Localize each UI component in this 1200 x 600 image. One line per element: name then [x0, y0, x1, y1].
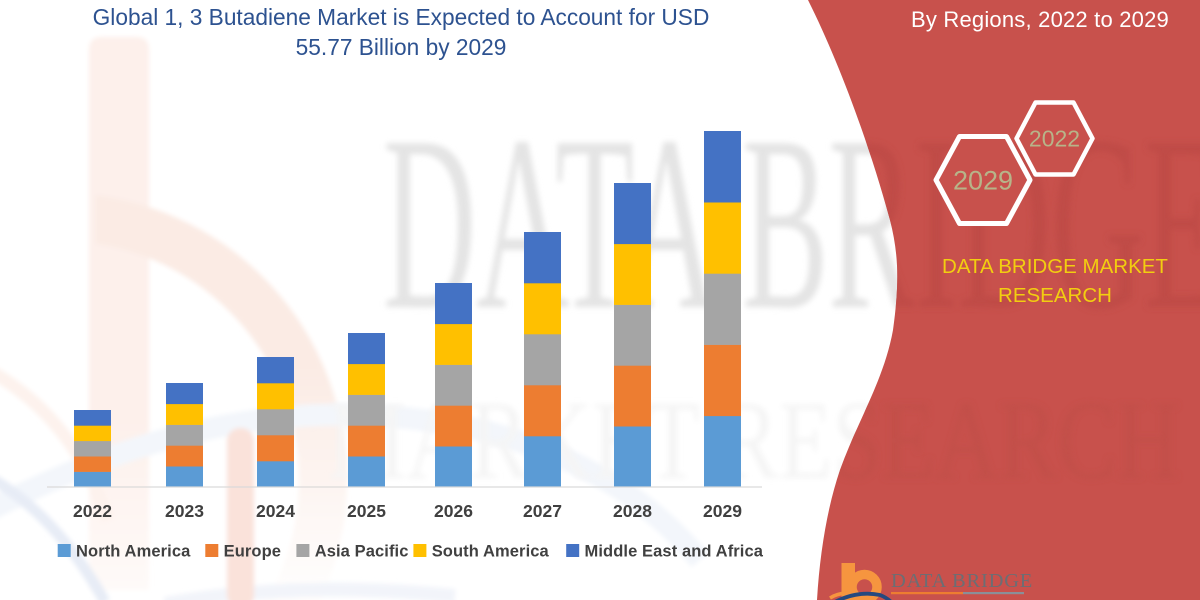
svg-text:2023: 2023 — [165, 501, 204, 521]
svg-text:2024: 2024 — [256, 501, 295, 521]
svg-text:MARKET RESEARCH: MARKET RESEARCH — [891, 599, 1031, 600]
svg-text:2027: 2027 — [523, 501, 562, 521]
svg-text:South America: South America — [432, 543, 550, 561]
svg-text:DATA BRIDGE: DATA BRIDGE — [891, 570, 1033, 592]
svg-text:2022: 2022 — [73, 501, 112, 521]
svg-text:2025: 2025 — [347, 501, 386, 521]
svg-text:2028: 2028 — [613, 501, 652, 521]
svg-text:North America: North America — [76, 543, 191, 561]
svg-text:2026: 2026 — [434, 501, 473, 521]
svg-text:Middle East and Africa: Middle East and Africa — [585, 543, 764, 561]
svg-text:Europe: Europe — [224, 543, 281, 561]
svg-text:Asia Pacific: Asia Pacific — [315, 543, 409, 561]
svg-text:2029: 2029 — [703, 501, 742, 521]
svg-text:2029: 2029 — [953, 166, 1013, 196]
svg-text:2022: 2022 — [1029, 126, 1080, 152]
